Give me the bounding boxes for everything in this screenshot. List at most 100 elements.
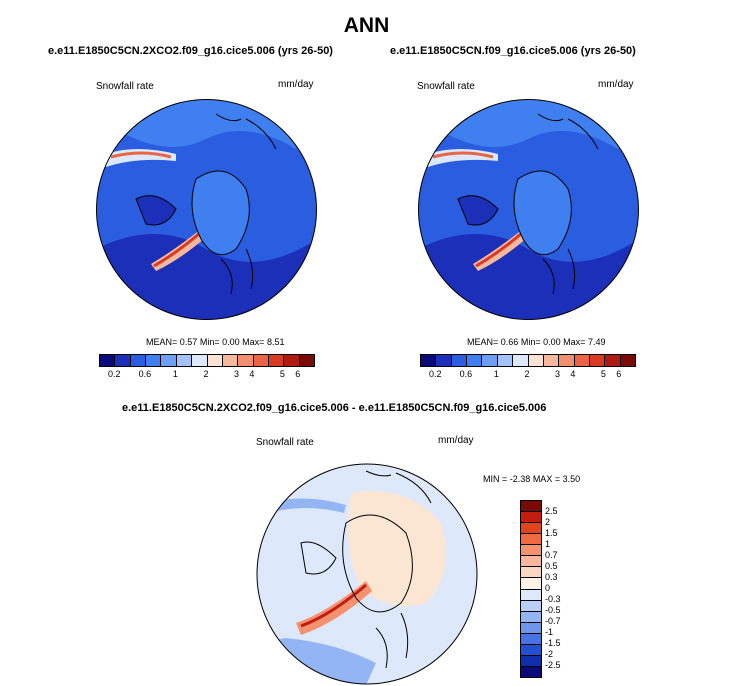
colorbar-tick-label: 3 xyxy=(234,369,240,379)
panel-right-min-value: 0.00 xyxy=(543,337,561,347)
colorbar-swatch xyxy=(620,355,636,366)
panel-right-stats: MEAN= 0.66 Min= 0.00 Max= 7.49 xyxy=(467,337,605,347)
diff-panel-polar-map xyxy=(256,463,478,685)
colorbar-swatch xyxy=(521,622,541,634)
colorbar-tick-label: 6 xyxy=(616,369,622,379)
colorbar-swatch xyxy=(421,355,437,366)
colorbar-swatch xyxy=(299,355,315,366)
panel-right-min-label: Min= xyxy=(520,337,541,347)
colorbar-tick-label: 1 xyxy=(493,369,499,379)
panel-left-mean-value: 0.57 xyxy=(179,337,198,347)
diff-colorbar xyxy=(520,500,542,678)
colorbar-tick-label: 1 xyxy=(172,369,178,379)
colorbar-swatch xyxy=(284,355,300,366)
colorbar-swatch xyxy=(521,512,541,524)
colorbar-swatch xyxy=(268,355,285,366)
colorbar-tick-label: 1 xyxy=(545,539,551,549)
colorbar-tick-label: 2 xyxy=(203,369,209,379)
colorbar-swatch xyxy=(521,633,541,645)
colorbar-swatch xyxy=(605,355,621,366)
colorbar-swatch xyxy=(521,644,541,656)
colorbar-swatch xyxy=(521,655,541,667)
colorbar-swatch xyxy=(513,355,529,366)
colorbar-swatch xyxy=(253,355,269,366)
colorbar-tick-label: 0.6 xyxy=(138,369,152,379)
colorbar-tick-label: 1.5 xyxy=(545,528,558,538)
colorbar-swatch xyxy=(451,355,468,366)
colorbar-swatch xyxy=(497,355,514,366)
colorbar-tick-label: 2.5 xyxy=(545,506,558,516)
panel-left-min-value: 0.00 xyxy=(222,337,240,347)
colorbar-swatch xyxy=(436,355,452,366)
colorbar-tick-label: 2 xyxy=(545,517,551,527)
colorbar-tick-label: 0.3 xyxy=(545,572,558,582)
colorbar-swatch xyxy=(521,556,541,568)
colorbar-swatch xyxy=(207,355,223,366)
panel-right-variable-label: Snowfall rate xyxy=(417,81,475,92)
colorbar-swatch xyxy=(521,523,541,535)
panel-left-stats: MEAN= 0.57 Min= 0.00 Max= 8.51 xyxy=(146,337,284,347)
colorbar-swatch xyxy=(115,355,131,366)
panel-right-max-value: 7.49 xyxy=(587,337,606,347)
colorbar-swatch xyxy=(528,355,544,366)
colorbar-tick-label: 0 xyxy=(545,583,551,593)
colorbar-swatch xyxy=(521,666,541,677)
panel-right-units-label: mm/day xyxy=(598,79,634,90)
colorbar-tick-label: 0.7 xyxy=(545,550,558,560)
panel-left-min-label: Min= xyxy=(199,337,220,347)
panel-left-max-value: 8.51 xyxy=(266,337,285,347)
colorbar-tick-label: -0.5 xyxy=(545,605,561,615)
colorbar-tick-label: 6 xyxy=(295,369,301,379)
colorbar-tick-label: 0.6 xyxy=(459,369,473,379)
colorbar-swatch xyxy=(521,611,541,623)
panel-left-variable-label: Snowfall rate xyxy=(96,81,154,92)
colorbar-tick-label: 0.2 xyxy=(429,369,442,379)
colorbar-swatch xyxy=(222,355,239,366)
colorbar-swatch xyxy=(521,589,541,601)
panel-left-case-title: e.e11.E1850C5CN.2XCO2.f09_g16.cice5.006 … xyxy=(48,45,333,57)
colorbar-tick-label: 2 xyxy=(524,369,530,379)
colorbar-swatch xyxy=(521,534,541,546)
diff-min-label: MIN = xyxy=(483,474,508,484)
colorbar-tick-label: 4 xyxy=(249,369,255,379)
panel-right-case-title: e.e11.E1850C5CN.f09_g16.cice5.006 (yrs 2… xyxy=(390,45,636,57)
panel-right-mean-label: MEAN= xyxy=(467,337,499,347)
diff-colorbar-ticks: 2.5 2 1.5 1 0.7 0.5 0.3 0 -0.3 -0.5 -0.7 -1 -1.5 -2 -2… xyxy=(545,500,575,676)
colorbar-tick-label: -1 xyxy=(545,627,554,637)
colorbar-swatch xyxy=(238,355,254,366)
colorbar-swatch xyxy=(176,355,193,366)
colorbar-swatch xyxy=(521,501,541,513)
panel-right-mean-value: 0.66 xyxy=(500,337,519,347)
figure-title: ANN xyxy=(343,14,390,37)
colorbar-tick-label: -2.5 xyxy=(545,660,561,670)
panel-left-max-label: Max= xyxy=(242,337,265,347)
colorbar-tick-label: 5 xyxy=(279,369,285,379)
colorbar-swatch xyxy=(482,355,498,366)
colorbar-tick-label: -0.3 xyxy=(545,594,561,604)
colorbar-swatch xyxy=(521,578,541,590)
colorbar-swatch xyxy=(130,355,147,366)
diff-panel-stats: MIN = -2.38 MAX = 3.50 xyxy=(483,474,580,484)
colorbar-tick-label: 3 xyxy=(555,369,561,379)
diff-max-label: MAX = xyxy=(532,474,561,484)
panel-left-polar-map xyxy=(96,99,317,320)
colorbar-swatch xyxy=(543,355,560,366)
colorbar-swatch xyxy=(521,600,541,612)
colorbar-swatch xyxy=(574,355,590,366)
colorbar-tick-label: 5 xyxy=(600,369,606,379)
panel-right-colorbar-ticks: 0.2 0.6 1 2 3 4 5 6 xyxy=(420,369,634,381)
panel-right-polar-map xyxy=(418,99,639,320)
colorbar-swatch xyxy=(589,355,606,366)
colorbar-tick-label: -0.7 xyxy=(545,616,561,626)
panel-right-colorbar xyxy=(420,354,636,367)
panel-left-colorbar xyxy=(99,354,315,367)
colorbar-tick-label: 4 xyxy=(570,369,576,379)
colorbar-swatch xyxy=(521,545,541,557)
diff-max-value: 3.50 xyxy=(562,474,581,484)
colorbar-swatch xyxy=(521,567,541,579)
diff-min-value: -2.38 xyxy=(509,474,531,484)
colorbar-tick-label: -1.5 xyxy=(545,638,561,648)
panel-left-units-label: mm/day xyxy=(278,79,314,90)
panel-right-max-label: Max= xyxy=(563,337,586,347)
colorbar-swatch xyxy=(146,355,162,366)
